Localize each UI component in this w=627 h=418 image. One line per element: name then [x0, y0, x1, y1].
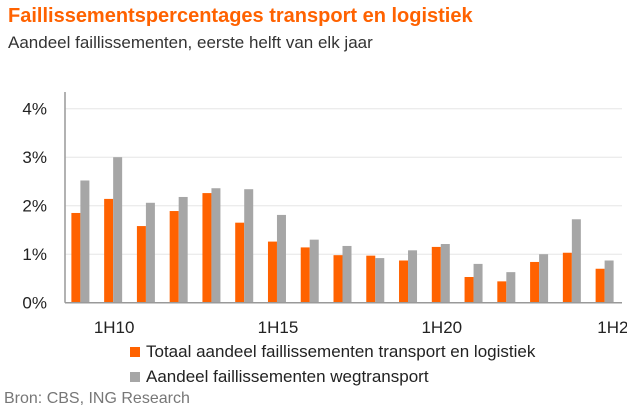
bar-total-1H15	[267, 241, 277, 303]
y-tick-label: 2%	[22, 197, 47, 216]
legend-swatch-road	[130, 372, 140, 382]
y-tick-label: 4%	[22, 100, 47, 119]
bar-chart: 0% 1% 2% 3% 4% 1H10 1H15 1H20 1H25	[22, 92, 627, 337]
y-tick-label: 1%	[22, 245, 47, 264]
x-tick-label: 1H20	[421, 318, 462, 337]
bar-total-1H19	[399, 260, 409, 303]
bar-total-1H14	[235, 222, 245, 303]
bar-total-1H13	[202, 193, 212, 303]
bar-road-1H19	[408, 250, 418, 303]
bar-total-1H20	[431, 246, 441, 303]
bar-road-1H25	[604, 260, 614, 303]
chart-subtitle: Aandeel faillissementen, eerste helft va…	[8, 33, 373, 52]
bar-road-1H17	[342, 245, 352, 303]
legend-item-road: Aandeel faillissementen wegtransport	[130, 367, 429, 387]
bar-road-1H16	[309, 239, 319, 303]
bar-total-1H12	[169, 211, 179, 303]
bar-total-1H11	[136, 226, 146, 303]
y-tick-label: 3%	[22, 148, 47, 167]
y-tick-label: 0%	[22, 294, 47, 313]
bar-total-1H21	[464, 276, 474, 303]
bar-road-1H23	[539, 254, 549, 303]
bar-road-1H22	[506, 272, 516, 303]
bar-road-1H09	[80, 180, 90, 303]
bar-road-1H14	[244, 189, 254, 303]
bar-road-1H12	[178, 196, 188, 303]
bar-total-1H24	[562, 252, 572, 303]
legend-label-total: Totaal aandeel faillissementen transport…	[146, 342, 536, 361]
chart-title: Faillissementspercentages transport en l…	[8, 5, 473, 27]
bar-total-1H18	[366, 255, 376, 303]
bar-road-1H13	[211, 188, 221, 303]
bar-total-1H22	[497, 281, 507, 303]
bar-road-1H10	[113, 157, 123, 303]
legend-item-total: Totaal aandeel faillissementen transport…	[130, 342, 535, 362]
x-tick-label: 1H15	[258, 318, 299, 337]
bar-road-1H18	[375, 258, 385, 303]
bar-road-1H24	[571, 219, 581, 303]
bar-total-1H09	[71, 212, 81, 303]
legend-label-road: Aandeel faillissementen wegtransport	[146, 367, 429, 386]
bar-road-1H11	[145, 202, 155, 303]
bar-total-1H10	[104, 198, 114, 303]
bar-total-1H23	[530, 261, 540, 303]
source-note: Bron: CBS, ING Research	[4, 390, 190, 407]
bar-total-1H17	[333, 255, 343, 303]
bar-road-1H21	[473, 263, 483, 303]
bar-road-1H20	[440, 244, 450, 303]
x-tick-label: 1H10	[94, 318, 135, 337]
bar-total-1H16	[300, 247, 310, 303]
x-tick-label: 1H25	[597, 318, 627, 337]
legend-swatch-total	[130, 347, 140, 357]
bar-road-1H15	[276, 214, 286, 303]
bar-total-1H25	[595, 268, 605, 303]
